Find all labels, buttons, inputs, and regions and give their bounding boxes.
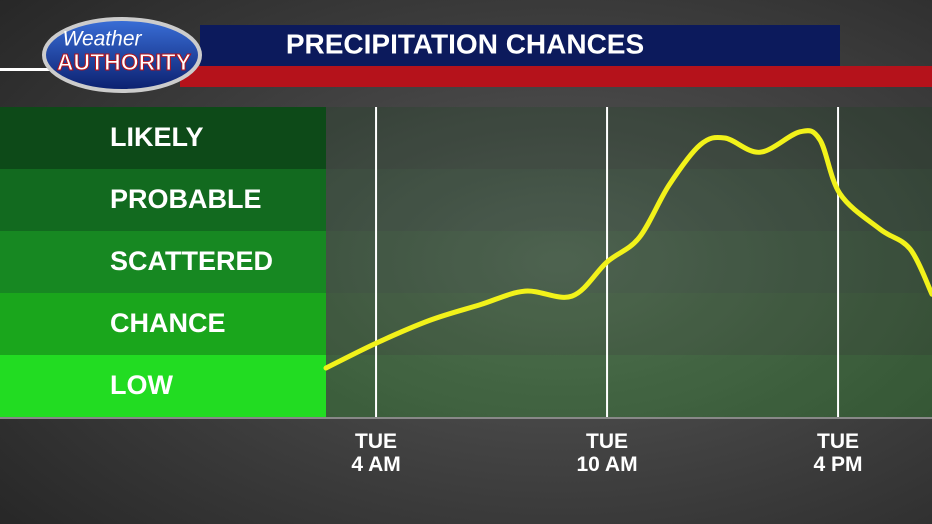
x-tick-label: TUE 4 AM bbox=[351, 430, 401, 476]
level-label: CHANCE bbox=[110, 308, 226, 338]
red-bar bbox=[180, 66, 932, 87]
precip-line bbox=[323, 128, 932, 371]
title-bar bbox=[200, 25, 840, 66]
level-label: LOW bbox=[110, 370, 173, 400]
plot-band bbox=[326, 355, 932, 417]
level-band bbox=[0, 169, 326, 231]
level-band bbox=[0, 355, 326, 417]
level-band bbox=[0, 293, 326, 355]
logo-top: Weather bbox=[63, 28, 143, 51]
level-band bbox=[0, 231, 326, 293]
x-tick-label: TUE 10 AM bbox=[576, 430, 638, 476]
chart-title: PRECIPITATION CHANCES bbox=[286, 28, 644, 59]
level-label: SCATTERED bbox=[110, 246, 273, 276]
level-label: PROBABLE bbox=[110, 184, 262, 214]
header-rule bbox=[0, 68, 60, 71]
logo bbox=[42, 17, 202, 93]
plot-band bbox=[326, 231, 932, 293]
baseline bbox=[0, 417, 932, 419]
x-tick-label: TUE 4 PM bbox=[813, 430, 863, 476]
logo-bottom: AUTHORITY bbox=[57, 49, 191, 75]
level-label: LIKELY bbox=[110, 122, 204, 152]
plot-band bbox=[326, 169, 932, 231]
level-band bbox=[0, 107, 326, 169]
plot-band bbox=[326, 107, 932, 169]
